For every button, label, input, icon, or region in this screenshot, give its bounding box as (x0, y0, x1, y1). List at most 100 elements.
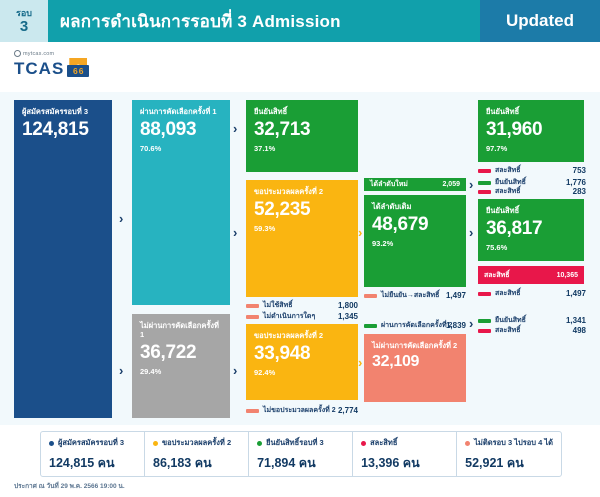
legend-item-waive: สละสิทธิ์ 13,396 คน (353, 432, 458, 476)
flow-diagram: ผู้สมัครสมัครรอบที่ 3 124,815 › › ผ่านกา… (0, 92, 600, 425)
node-caption: ผู้สมัครสมัครรอบที่ 3 (22, 107, 89, 116)
legend-item-confirm-round3: ยืนยันสิทธิ์รอบที่ 3 71,894 คน (249, 432, 354, 476)
node-percent: 92.4% (254, 367, 276, 377)
node-caption: ได้ลำดับเดิม (372, 202, 412, 211)
legend-swatch (246, 314, 259, 319)
sub-stat-value: 1,345 (337, 312, 358, 321)
legend-item-value: 52,921 คน (465, 456, 524, 470)
node-confirm-mid-col5[interactable]: ยืนยันสิทธิ์ 36,817 75.6% (478, 199, 584, 261)
sub-stat-label: ผ่านการคัดเลือกครั้งที่ 2 (381, 322, 453, 329)
node-percent: 29.4% (140, 366, 162, 376)
legend-item-header: สละสิทธิ์ (361, 437, 448, 449)
node-failed-round2[interactable]: ไม่ผ่านการคัดเลือกครั้งที่ 2 32,109 (364, 334, 466, 402)
legend-dot-icon (49, 440, 54, 446)
sub-stat-label: ยืนยันสิทธิ์ (495, 179, 526, 186)
sub-stat-value: 1,497 (445, 291, 466, 300)
sub-stat-label: สละสิทธิ์ (495, 188, 521, 195)
sub-stat-passed-round2: ผ่านการคัดเลือกครั้งที่ 2 1,839 (364, 320, 466, 331)
node-applicants-round3[interactable]: ผู้สมัครสมัครรอบที่ 3 124,815 (14, 100, 112, 418)
legend-swatch (478, 168, 491, 173)
page-footer: ผู้สมัครสมัครรอบที่ 3 124,815 คน ขอประมว… (0, 425, 600, 497)
chevron-right-icon: › (358, 225, 363, 240)
sub-stat-confirm-1341: ยืนยันสิทธิ์ 1,341 (478, 315, 586, 326)
round-badge-label: รอบ (16, 7, 32, 18)
book-icon-bottom: 6 6 (67, 65, 90, 77)
legend-swatch (478, 318, 491, 323)
legend-item-label: สละสิทธิ์ (370, 438, 398, 447)
node-value: 124,815 (22, 119, 89, 140)
sub-stat-value: 753 (572, 166, 586, 175)
node-request-round2-lower[interactable]: ขอประมวลผลครั้งที่ 2 33,948 92.4% (246, 324, 358, 400)
sub-stat-label: สละสิทธิ์ (495, 290, 521, 297)
summary-legend: ผู้สมัครสมัครรอบที่ 3 124,815 คน ขอประมว… (40, 431, 562, 477)
legend-item-label: ไม่ติดรอบ 3 ไปรอบ 4 ได้ (474, 438, 554, 447)
sub-stat-no-action: ไม่ดำเนินการใดๆ 1,345 (246, 311, 358, 322)
node-value: 88,093 (140, 119, 197, 140)
logo-domain-line: mytcas.com (14, 50, 100, 57)
node-failed-round1[interactable]: ไม่ผ่านการคัดเลือกครั้งที่ 1 36,722 29.4… (132, 314, 230, 418)
sub-stat-value: 1,497 (565, 289, 586, 298)
sub-stat-no-use-right: ไม่ใช้สิทธิ์ 1,800 (246, 300, 358, 311)
legend-dot-icon (153, 440, 159, 446)
node-caption: ยืนยันสิทธิ์ (254, 107, 288, 116)
sub-stat-label: ไม่ดำเนินการใดๆ (263, 313, 316, 320)
bar-label: สละสิทธิ์ (484, 271, 510, 279)
chevron-right-icon: › (119, 363, 124, 378)
sub-stat-label: ยืนยันสิทธิ์ (495, 317, 526, 324)
legend-item-applicants: ผู้สมัครสมัครรอบที่ 3 124,815 คน (41, 432, 146, 476)
node-passed-round1[interactable]: ผ่านการคัดเลือกครั้งที่ 1 88,093 70.6% (132, 100, 230, 305)
node-percent: 70.6% (140, 143, 162, 153)
legend-dot-icon (361, 440, 367, 446)
node-value: 48,679 (372, 214, 429, 235)
legend-dot-icon (257, 440, 263, 446)
node-percent: 59.3% (254, 223, 276, 233)
legend-item-label: ผู้สมัครสมัครรอบที่ 3 (58, 438, 125, 447)
node-value: 33,948 (254, 343, 311, 364)
sub-stat-value: 1,341 (565, 316, 586, 325)
node-percent: 93.2% (372, 238, 394, 248)
legend-swatch (246, 408, 259, 413)
sub-stat-value: 498 (572, 326, 586, 335)
logo-domain-text: mytcas.com (23, 50, 55, 57)
node-value: 32,713 (254, 119, 311, 140)
node-percent: 75.6% (486, 242, 508, 252)
page-header: รอบ 3 ผลการดำเนินการรอบที่ 3 Admission U… (0, 0, 600, 42)
bar-new-rank[interactable]: ได้ลำดับใหม่ 2,059 (364, 178, 466, 191)
sub-stat-label: สละสิทธิ์ (495, 327, 521, 334)
legend-item-header: ขอประมวลผลครั้งที่ 2 (153, 437, 240, 449)
node-value: 52,235 (254, 199, 311, 220)
node-confirm-top-col5[interactable]: ยืนยันสิทธิ์ 31,960 97.7% (478, 100, 584, 162)
chevron-right-icon: › (469, 316, 474, 331)
node-same-rank[interactable]: ได้ลำดับเดิม 48,679 93.2% (364, 195, 466, 287)
node-request-round2-upper[interactable]: ขอประมวลผลครั้งที่ 2 52,235 59.3% (246, 180, 358, 297)
legend-swatch (478, 291, 491, 296)
tcas-logo: mytcas.com TCAS 6 6 (14, 50, 100, 84)
legend-item-header: ยืนยันสิทธิ์รอบที่ 3 (257, 437, 344, 449)
node-value: 36,722 (140, 342, 197, 363)
sub-stat-waive-283: สละสิทธิ์ 283 (478, 186, 586, 197)
sub-stat-value: 2,774 (337, 406, 358, 415)
legend-swatch (246, 303, 259, 308)
sub-stat-label: ไม่ยืนยัน→สละสิทธิ์ (381, 292, 440, 299)
sub-stat-waive-753: สละสิทธิ์ 753 (478, 165, 586, 176)
node-caption: ไม่ผ่านการคัดเลือกครั้งที่ 2 (372, 341, 458, 350)
legend-item-label: ขอประมวลผลครั้งที่ 2 (162, 438, 232, 447)
sub-stat-label: ไม่ใช้สิทธิ์ (263, 302, 293, 309)
logo-word: TCAS (14, 59, 65, 78)
legend-item-value: 124,815 คน (49, 456, 115, 470)
sub-stat-label: ไม่ขอประมวลผลครั้งที่ 2 (263, 407, 336, 414)
chevron-right-icon: › (469, 225, 474, 240)
node-confirm-right-col3[interactable]: ยืนยันสิทธิ์ 32,713 37.1% (246, 100, 358, 172)
logo-year-right: 6 (78, 65, 84, 76)
sub-stat-waive-498: สละสิทธิ์ 498 (478, 325, 586, 336)
timestamp: ประกาศ ณ วันที่ 29 พ.ค. 2566 19:00 น. (14, 483, 125, 490)
sub-stat-confirm-1776: ยืนยันสิทธิ์ 1,776 (478, 177, 586, 188)
book-icon: 6 6 (67, 58, 90, 77)
sub-stat-label: สละสิทธิ์ (495, 167, 521, 174)
legend-item-value: 71,894 คน (257, 456, 316, 470)
node-value: 36,817 (486, 218, 543, 239)
node-caption: ผ่านการคัดเลือกครั้งที่ 1 (140, 107, 217, 116)
legend-swatch (478, 328, 491, 333)
chevron-right-icon: › (233, 225, 238, 240)
bar-waive-10365[interactable]: สละสิทธิ์ 10,365 (478, 266, 584, 284)
